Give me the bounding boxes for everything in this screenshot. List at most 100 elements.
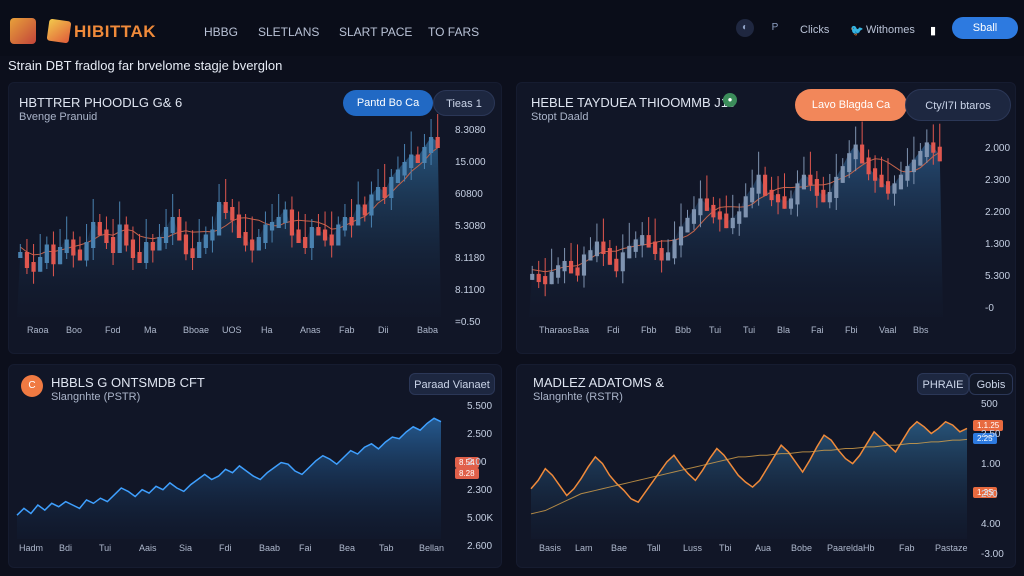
candle — [51, 231, 56, 277]
candle — [117, 201, 122, 253]
y-axis-tick-label: 5.300 — [985, 271, 1011, 282]
y-axis-tick-label: 2.200 — [985, 207, 1011, 218]
candle — [562, 247, 567, 284]
x-axis-tick-label: Baa — [573, 325, 590, 335]
twitter-icon[interactable]: 🐦 — [850, 25, 864, 37]
clicks-link[interactable]: Clicks — [800, 24, 830, 36]
candle — [342, 204, 348, 237]
x-axis-tick-label: Paarelda — [827, 543, 864, 553]
y-axis-tick-label: 500 — [981, 399, 998, 410]
y-axis-tick-label: =0.50 — [455, 317, 481, 328]
panel-secondary-button[interactable]: Cty/I7I btaros — [905, 89, 1011, 121]
candle — [104, 216, 109, 249]
candle — [801, 156, 806, 190]
candle — [549, 248, 554, 285]
candle — [821, 176, 826, 203]
nav-item-1[interactable]: HBBG — [204, 25, 239, 39]
candle — [428, 119, 434, 165]
candle — [795, 170, 800, 217]
candle — [375, 169, 381, 201]
x-axis-tick-label: Fod — [105, 325, 121, 335]
candle — [646, 217, 651, 248]
app-icon[interactable] — [10, 18, 36, 44]
candle — [911, 136, 916, 185]
top-bar: HIBITTAK HBBG SLETLANS SLART PACE TO FAR… — [0, 0, 1024, 56]
candle — [197, 219, 202, 258]
candle — [885, 158, 891, 200]
candle — [216, 184, 222, 236]
twitter-link[interactable]: Withomes — [866, 24, 915, 36]
candle — [860, 121, 865, 164]
panel-subtitle: Slangnhte (RSTR) — [533, 391, 623, 403]
brand-logo-icon — [46, 18, 72, 44]
theme-toggle-icon[interactable]: ◐ — [736, 19, 754, 37]
x-axis-tick-label: Aais — [139, 543, 157, 553]
x-axis-tick-label: Tab — [379, 543, 394, 553]
y-axis-tick-label: 15.000 — [455, 157, 486, 168]
candle — [892, 175, 897, 206]
y-axis-tick-label: 2.300 — [985, 175, 1011, 186]
candle — [879, 156, 884, 188]
candle — [349, 199, 354, 238]
candle — [717, 198, 722, 232]
x-axis-tick-label: Anas — [300, 325, 321, 335]
x-axis-tick-label: Raoa — [27, 325, 49, 335]
brand-name[interactable]: HIBITTAK — [74, 22, 157, 41]
candle — [898, 161, 904, 190]
chart-panel-4: MADLEZ ADATOMS & Slangnhte (RSTR) PHRAIE… — [516, 364, 1016, 568]
panel-secondary-button[interactable]: Tieas 1 — [433, 90, 495, 116]
candle — [775, 176, 781, 215]
candlestick-chart-1 — [17, 114, 441, 317]
x-axis-tick-label: Tbi — [719, 543, 732, 553]
candle — [124, 216, 129, 252]
candle — [303, 214, 308, 254]
y-axis-tick-label: 60800 — [455, 189, 483, 200]
panel-primary-button[interactable]: Lavo Blagda Ca — [795, 89, 907, 121]
x-axis-tick-label: Sia — [179, 543, 193, 553]
candle — [601, 218, 606, 267]
candle — [918, 143, 923, 166]
candle — [530, 265, 535, 280]
x-axis-tick-label: Bellan — [419, 543, 445, 553]
candle — [711, 196, 716, 224]
candle — [329, 211, 334, 258]
candle — [395, 156, 401, 183]
x-axis-tick-label: Hadm — [19, 543, 44, 553]
candle — [57, 229, 63, 265]
x-axis-tick-label: Bbs — [913, 325, 929, 335]
panel-action-button[interactable]: Paraad Vianaet — [409, 373, 495, 395]
nav-item-3[interactable]: SLART PACE — [339, 25, 413, 39]
price-tag: 1.1.25 — [973, 420, 1004, 431]
nav-item-4[interactable]: TO FARS — [428, 25, 480, 39]
nav-item-2[interactable]: SLETLANS — [258, 25, 320, 39]
tab-gobis[interactable]: Gobis — [969, 373, 1013, 395]
x-axis-tick-label: Ma — [144, 325, 157, 335]
area-chart-3 — [16, 417, 442, 539]
x-axis-tick-label: Fdi — [607, 325, 620, 335]
candle — [18, 244, 23, 258]
candle — [31, 244, 36, 284]
panel-primary-button[interactable]: Pantd Bo Ca — [343, 90, 433, 116]
candle — [614, 245, 619, 278]
signin-button[interactable]: Sball — [952, 17, 1018, 39]
x-axis-tick-label: Fdi — [219, 543, 232, 553]
x-axis-tick-label: Fbi — [845, 325, 858, 335]
candle — [362, 196, 367, 222]
candle — [137, 234, 142, 263]
candle — [177, 209, 182, 241]
candle — [730, 194, 735, 235]
area-fill — [17, 418, 441, 539]
candle — [263, 211, 268, 249]
candle — [38, 234, 43, 272]
x-axis-tick-label: Bdi — [59, 543, 73, 553]
candle — [71, 231, 76, 268]
x-axis-tick-label: Tui — [743, 325, 756, 335]
candle — [144, 219, 149, 269]
y-axis-tick-label: 5.00K — [467, 513, 494, 524]
tab-phraie[interactable]: PHRAIE — [917, 373, 969, 395]
lock-icon[interactable]: ▮ — [930, 25, 937, 37]
y-axis-tick-label: -3.00 — [981, 549, 1004, 560]
x-axis-tick-label: Bae — [611, 543, 628, 553]
p-icon[interactable]: P — [771, 22, 779, 33]
candle — [659, 240, 664, 273]
